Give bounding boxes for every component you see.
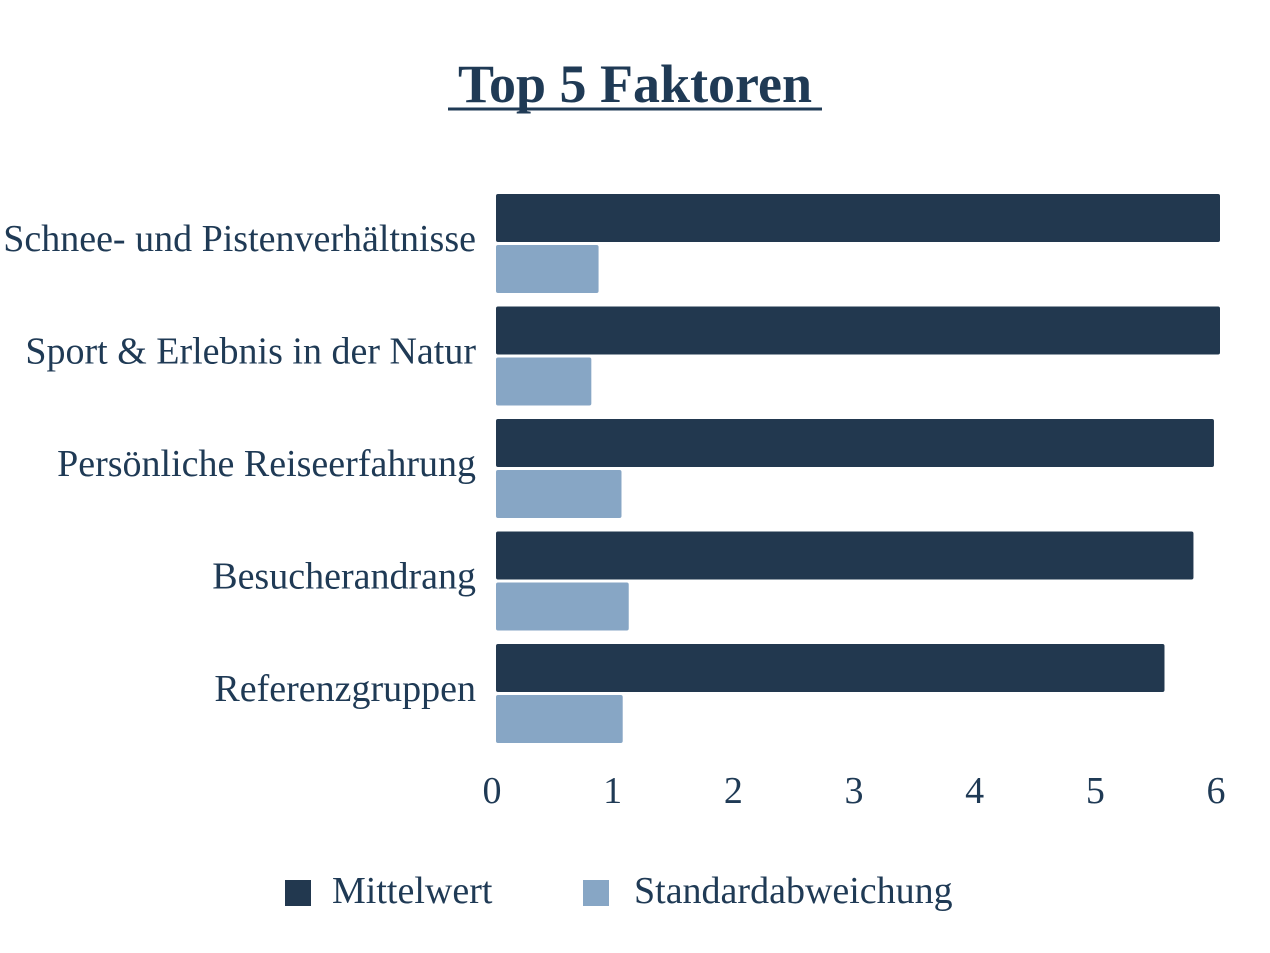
legend-swatch-mittelwert	[285, 880, 311, 906]
x-tick-label: 2	[724, 770, 743, 812]
category-label: Sport & Erlebnis in der Natur	[25, 331, 476, 373]
bar-mittelwert-5	[496, 644, 1165, 692]
bar-mittelwert-4	[496, 531, 1194, 580]
legend-label-standardabweichung: Standardabweichung	[634, 870, 953, 912]
x-tick-label: 4	[965, 770, 984, 812]
legend-swatch-standardabweichung	[583, 880, 609, 906]
legend-label-mittelwert: Mittelwert	[332, 870, 493, 912]
bar-standardabweichung-4	[496, 582, 629, 631]
category-labels: Schnee- und Pistenverhältnisse Sport & Er…	[3, 218, 476, 710]
chart-title: Top 5 Faktoren	[458, 54, 812, 114]
x-tick-label: 1	[603, 770, 622, 812]
category-label: Persönliche Reiseerfahrung	[57, 443, 476, 485]
bar-standardabweichung-1	[496, 245, 599, 293]
category-label: Besucherandrang	[212, 556, 476, 598]
bar-mittelwert-3	[496, 419, 1214, 467]
x-tick-label: 6	[1207, 770, 1226, 812]
bar-standardabweichung-3	[496, 470, 622, 518]
bar-standardabweichung-2	[496, 357, 592, 406]
category-label: Referenzgruppen	[214, 668, 476, 710]
bars-group	[496, 194, 1220, 743]
x-tick-label: 0	[483, 770, 502, 812]
x-axis-ticks: 0 1 2 3 4 5 6	[483, 770, 1226, 812]
category-label: Schnee- und Pistenverhältnisse	[3, 218, 476, 260]
bar-mittelwert-1	[496, 194, 1220, 242]
x-tick-label: 3	[845, 770, 864, 812]
x-tick-label: 5	[1086, 770, 1105, 812]
bar-standardabweichung-5	[496, 695, 623, 743]
bar-mittelwert-2	[496, 306, 1220, 355]
legend: Mittelwert Standardabweichung	[285, 870, 953, 912]
